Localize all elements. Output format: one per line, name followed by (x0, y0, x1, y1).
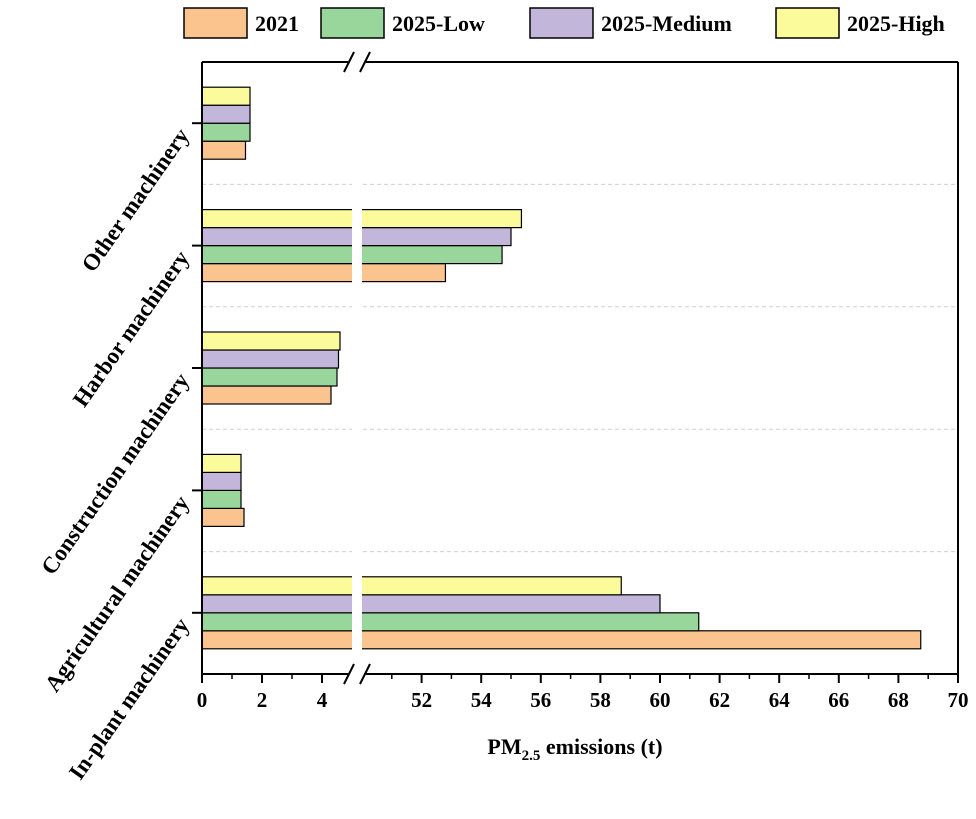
bar (201, 576, 622, 596)
x-axis-title-subscript: 2.5 (522, 748, 541, 764)
x-tick-label: 58 (590, 688, 611, 712)
x-tick-label: 4 (317, 688, 328, 712)
legend-swatch (320, 7, 385, 39)
bar (201, 86, 251, 106)
bar (201, 630, 922, 650)
axis-break-mark (343, 51, 355, 73)
bar (201, 140, 247, 160)
x-tick-label: 68 (888, 688, 909, 712)
x-tick-label: 2 (257, 688, 268, 712)
legend-swatch (529, 7, 594, 39)
category-label: Agricultural machinery (40, 491, 194, 697)
legend-label: 2021 (255, 11, 299, 36)
gridlines (202, 183, 958, 553)
legend-swatch (183, 7, 248, 39)
bar (201, 263, 447, 283)
x-tick-label: 70 (948, 688, 969, 712)
x-tick-label: 52 (411, 688, 432, 712)
bar (201, 453, 242, 473)
x-axis-title-rest: emissions (t) (540, 734, 662, 759)
x-axis-title: PM2.5 emissions (t) (487, 734, 662, 764)
axis-break-mark (359, 663, 371, 685)
bar (201, 471, 242, 491)
x-tick-label: 56 (530, 688, 551, 712)
x-tick-label: 0 (197, 688, 208, 712)
axis-break-mark (359, 51, 371, 73)
bar (201, 507, 245, 527)
axis-break-mark (343, 663, 355, 685)
axes (192, 51, 959, 685)
x-tick-labels: 0 2 4 52 54 56 58 60 62 64 66 68 70 (197, 688, 969, 712)
bar (201, 612, 700, 632)
x-tick-label: 54 (471, 688, 493, 712)
category-label: Construction machinery (36, 368, 194, 579)
x-tick-label: 64 (769, 688, 791, 712)
bar (201, 594, 661, 614)
bar (201, 122, 251, 142)
axis-break-gap (352, 60, 362, 676)
x-tick-label: 62 (709, 688, 730, 712)
legend-swatch (775, 7, 840, 39)
x-axis-title-main: PM (487, 734, 521, 759)
bar (201, 331, 341, 351)
x-tick-label: 60 (650, 688, 671, 712)
legend: 2021 2025-Low 2025-Medium 2025-High (183, 7, 945, 39)
bar (201, 104, 251, 124)
bar (201, 367, 338, 387)
legend-label: 2025-High (847, 11, 945, 36)
legend-label: 2025-Medium (601, 11, 732, 36)
bar (201, 349, 340, 369)
x-tick-label: 66 (828, 688, 849, 712)
bars (201, 60, 922, 676)
bar (201, 489, 242, 509)
legend-label: 2025-Low (392, 11, 485, 36)
bar (201, 385, 332, 405)
